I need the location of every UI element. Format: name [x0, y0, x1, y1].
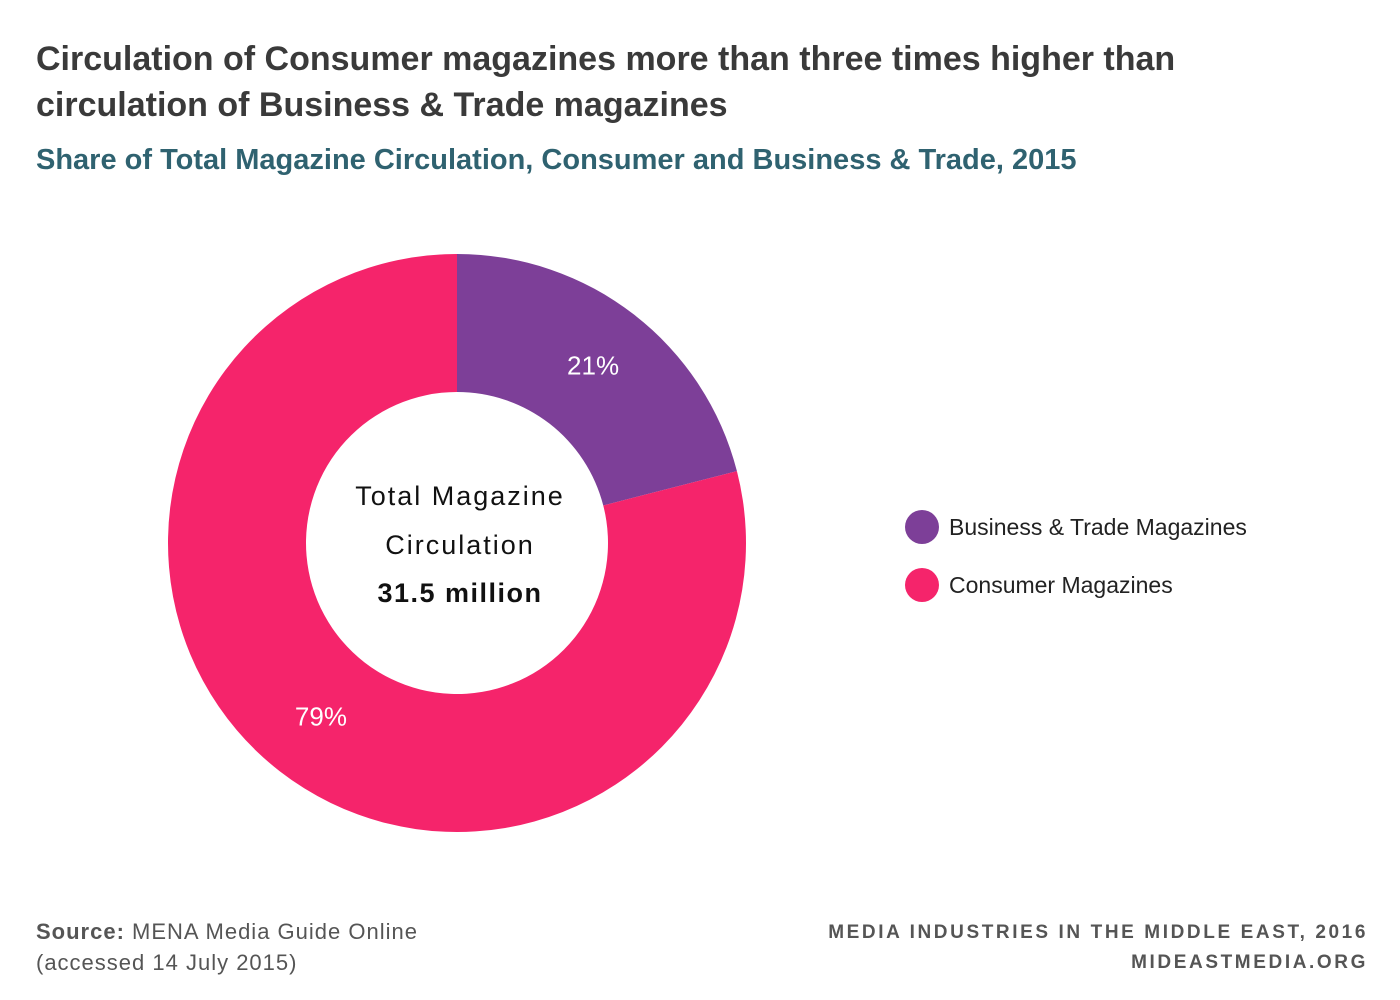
legend-item-business-trade: Business & Trade Magazines [905, 508, 1247, 546]
donut-slice-0 [457, 254, 737, 506]
chart-title: Circulation of Consumer magazines more t… [36, 40, 1176, 124]
source-note: Source: MENA Media Guide Online (accesse… [36, 916, 418, 978]
center-label-line-1: Total Magazine [355, 481, 565, 511]
credit-line-1: MEDIA INDUSTRIES IN THE MIDDLE EAST, 201… [828, 922, 1368, 943]
legend-swatch-consumer [905, 568, 939, 602]
legend-label-business-trade: Business & Trade Magazines [949, 513, 1247, 540]
center-label-line-2: Circulation [385, 530, 535, 560]
credit-line-2: MIDEASTMEDIA.ORG [1131, 952, 1368, 973]
center-total-value: 31.5 million [377, 578, 542, 608]
slice-value-label-0: 21% [567, 350, 619, 380]
donut-center-text: Total Magazine Circulation 31.5 million [355, 481, 565, 608]
source-accessed-note: (accessed 14 July 2015) [36, 950, 298, 975]
slice-labels: 21% 79% [295, 350, 619, 731]
legend-label-consumer: Consumer Magazines [949, 571, 1173, 598]
publication-credit: MEDIA INDUSTRIES IN THE MIDDLE EAST, 201… [828, 918, 1368, 978]
chart-legend: Business & Trade Magazines Consumer Maga… [905, 508, 1247, 624]
source-line: Source: MENA Media Guide Online [36, 916, 418, 947]
donut-slice-1 [168, 254, 746, 832]
legend-item-consumer: Consumer Magazines [905, 566, 1247, 604]
donut-slices [168, 254, 746, 832]
chart-subtitle: Share of Total Magazine Circulation, Con… [36, 144, 1077, 176]
legend-swatch-business-trade [905, 510, 939, 544]
source-text: MENA Media Guide Online [132, 919, 418, 944]
slice-value-label-1: 79% [295, 701, 347, 731]
source-key: Source: [36, 919, 125, 944]
